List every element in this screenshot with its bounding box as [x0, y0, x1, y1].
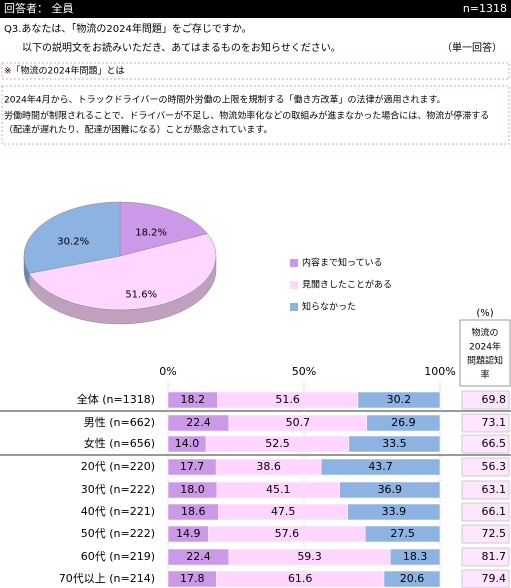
side-cell — [461, 390, 510, 410]
side-cell — [461, 502, 510, 522]
bar-label: 18.6 — [181, 505, 206, 518]
side-cell — [461, 480, 510, 500]
bar-label: 50.7 — [286, 416, 311, 429]
bar-label: 22.4 — [186, 416, 211, 429]
x-tick-label: 0% — [159, 365, 176, 378]
bar-label: 17.8 — [180, 572, 205, 585]
row-label: 30代 (n=222) — [81, 483, 155, 496]
bar-label: 17.7 — [180, 460, 205, 473]
bar-label: 14.0 — [175, 437, 200, 450]
bar-segment — [366, 414, 441, 432]
note-box — [1, 62, 510, 80]
legend-swatch — [290, 303, 298, 311]
pie-label: 30.2% — [57, 237, 89, 248]
bar-label: 14.9 — [176, 527, 201, 540]
header-bar — [0, 0, 511, 18]
explanation-box — [1, 85, 510, 145]
question: Q3.あなたは、「物流の2024年問題」をご存じですか。 — [4, 22, 252, 35]
side-header: 物流の — [471, 327, 498, 339]
legend-label: 知らなかった — [302, 301, 356, 313]
side-cell — [461, 569, 510, 588]
side-header-box — [459, 319, 511, 387]
side-header: 率 — [480, 369, 489, 381]
bar-segment — [347, 503, 441, 521]
row-label: 70代以上 (n=214) — [59, 572, 155, 585]
side-header: 問題認知 — [467, 355, 503, 367]
bar-label: 43.7 — [368, 460, 393, 473]
bar-label: 20.6 — [400, 572, 425, 585]
bar-label: 51.6 — [275, 393, 300, 406]
side-value: 56.3 — [482, 460, 507, 473]
bar-label: 47.5 — [271, 505, 296, 518]
side-value: 63.1 — [482, 483, 507, 496]
explanation-line: 労働時間が制限されることで、ドライバーが不足し、物流効率化などの取組みが進まなか… — [4, 110, 489, 122]
bar-label: 33.5 — [382, 437, 407, 450]
sample-size: n=1318 — [463, 2, 507, 15]
bar-segment — [364, 525, 441, 543]
row-label: 40代 (n=221) — [81, 505, 155, 518]
row-label: 20代 (n=220) — [81, 460, 155, 473]
side-value: 72.5 — [482, 527, 507, 540]
bar-label: 30.2 — [387, 393, 412, 406]
legend-swatch — [290, 281, 298, 289]
bar-label: 22.4 — [186, 550, 211, 563]
bar-label: 18.3 — [403, 550, 428, 563]
bar-label: 33.9 — [382, 505, 407, 518]
legend-label: 内容まで知っている — [302, 257, 383, 269]
side-header: 2024年 — [469, 341, 501, 353]
pie-label: 51.6% — [125, 290, 157, 301]
bar-label: 61.6 — [288, 572, 313, 585]
row-label: 女性 (n=656) — [84, 436, 155, 450]
bar-label: 18.0 — [180, 483, 205, 496]
x-tick-label: 100% — [424, 365, 455, 378]
legend-swatch — [290, 259, 298, 267]
side-cell — [461, 457, 510, 477]
explanation-line: （配達が遅れたり、配達が困難になる）ことが懸念されています。 — [4, 124, 272, 136]
side-value: 66.5 — [482, 437, 507, 450]
x-tick-label: 50% — [292, 365, 316, 378]
bar-label: 59.3 — [297, 550, 322, 563]
row-label: 男性 (n=662) — [84, 415, 155, 429]
side-value: 81.7 — [482, 550, 507, 563]
question-sub: 以下の説明文をお読みいただき、あてはまるものをお知らせください。 — [22, 41, 341, 54]
side-value: 73.1 — [482, 416, 507, 429]
legend-label: 見聞きしたことがある — [302, 279, 392, 291]
respondents: 回答者： 全員 — [4, 1, 74, 15]
side-cell — [461, 524, 510, 544]
row-label: 60代 (n=219) — [81, 550, 155, 563]
bar-segment — [389, 548, 441, 566]
bar-segment — [383, 570, 441, 588]
bar-label: 18.2 — [181, 393, 206, 406]
pie-label: 18.2% — [135, 227, 167, 238]
side-cell — [461, 413, 510, 433]
answer-type: （単一回答） — [442, 41, 502, 54]
bar-label: 57.6 — [275, 527, 300, 540]
bar-label: 27.5 — [390, 527, 415, 540]
bar-label: 38.6 — [256, 460, 281, 473]
bar-segment — [320, 458, 441, 476]
row-label: 全体 (n=1318) — [77, 392, 155, 406]
bar-label: 36.9 — [378, 483, 403, 496]
side-cell — [461, 434, 510, 454]
pie-slice — [23, 201, 121, 274]
side-value: 66.1 — [482, 505, 507, 518]
bar-label: 45.1 — [266, 483, 291, 496]
explanation-line: 2024年4月から、トラックドライバーの時間外労働の上限を規制する「働き方改革」… — [4, 94, 446, 106]
side-value: 69.8 — [482, 393, 507, 406]
bar-segment — [357, 391, 441, 409]
pie-slice — [28, 233, 217, 311]
bar-segment — [339, 481, 441, 499]
pie-slice — [119, 201, 208, 257]
row-label: 50代 (n=222) — [81, 527, 155, 540]
side-unit: (%) — [476, 308, 493, 319]
bar-label: 26.9 — [391, 416, 416, 429]
side-value: 79.4 — [482, 572, 507, 585]
bar-segment — [348, 435, 441, 453]
side-cell — [461, 547, 510, 567]
note-title: ※「物流の2024年問題」とは — [4, 65, 124, 77]
bar-label: 52.5 — [265, 437, 290, 450]
